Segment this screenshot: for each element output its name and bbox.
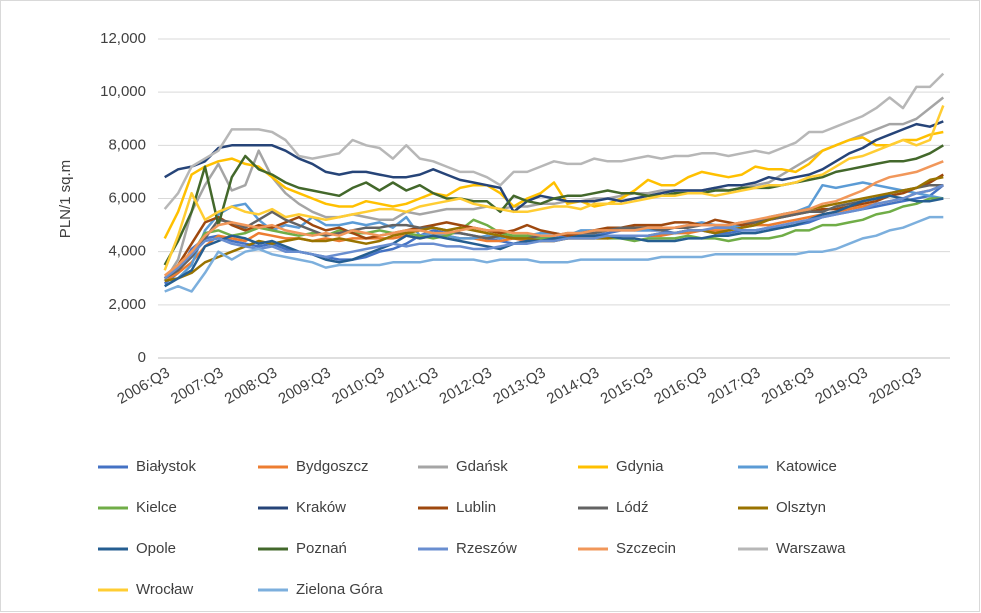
legend-label: Lódź: [616, 499, 649, 516]
legend-label: Bydgoszcz: [296, 458, 369, 475]
series-line: [164, 215, 944, 293]
legend-label: Gdańsk: [456, 458, 508, 475]
y-tick-label: 6,000: [108, 189, 146, 206]
legend-label: Poznań: [296, 540, 347, 557]
y-tick-label: 0: [138, 349, 146, 366]
y-tick-label: 8,000: [108, 136, 146, 153]
series-line: [163, 184, 944, 280]
legend-label: Katowice: [776, 458, 837, 475]
legend-label: Zielona Góra: [296, 581, 383, 598]
y-tick-label: 4,000: [108, 243, 146, 260]
series-line: [163, 144, 944, 266]
legend-label: Olsztyn: [776, 499, 826, 516]
legend-label: Warszawa: [776, 540, 846, 557]
legend-label: Wrocław: [136, 581, 193, 598]
legend-label: Szczecin: [616, 540, 676, 557]
y-axis-label: PLN/1 sq.m: [57, 160, 74, 238]
series-line: [163, 130, 944, 239]
series-line: [163, 160, 944, 277]
legend-label: Kraków: [296, 499, 346, 516]
y-tick-label: 10,000: [100, 83, 146, 100]
legend-label: Opole: [136, 540, 176, 557]
legend-label: Rzeszów: [456, 540, 517, 557]
series-line: [163, 96, 945, 282]
legend-label: Białystok: [136, 458, 197, 475]
legend-label: Kielce: [136, 499, 177, 516]
y-tick-label: 12,000: [100, 30, 146, 47]
y-tick-label: 2,000: [108, 296, 146, 313]
series-line: [163, 105, 945, 271]
series-line: [163, 72, 945, 210]
legend-label: Lublin: [456, 499, 496, 516]
legend-label: Gdynia: [616, 458, 664, 475]
